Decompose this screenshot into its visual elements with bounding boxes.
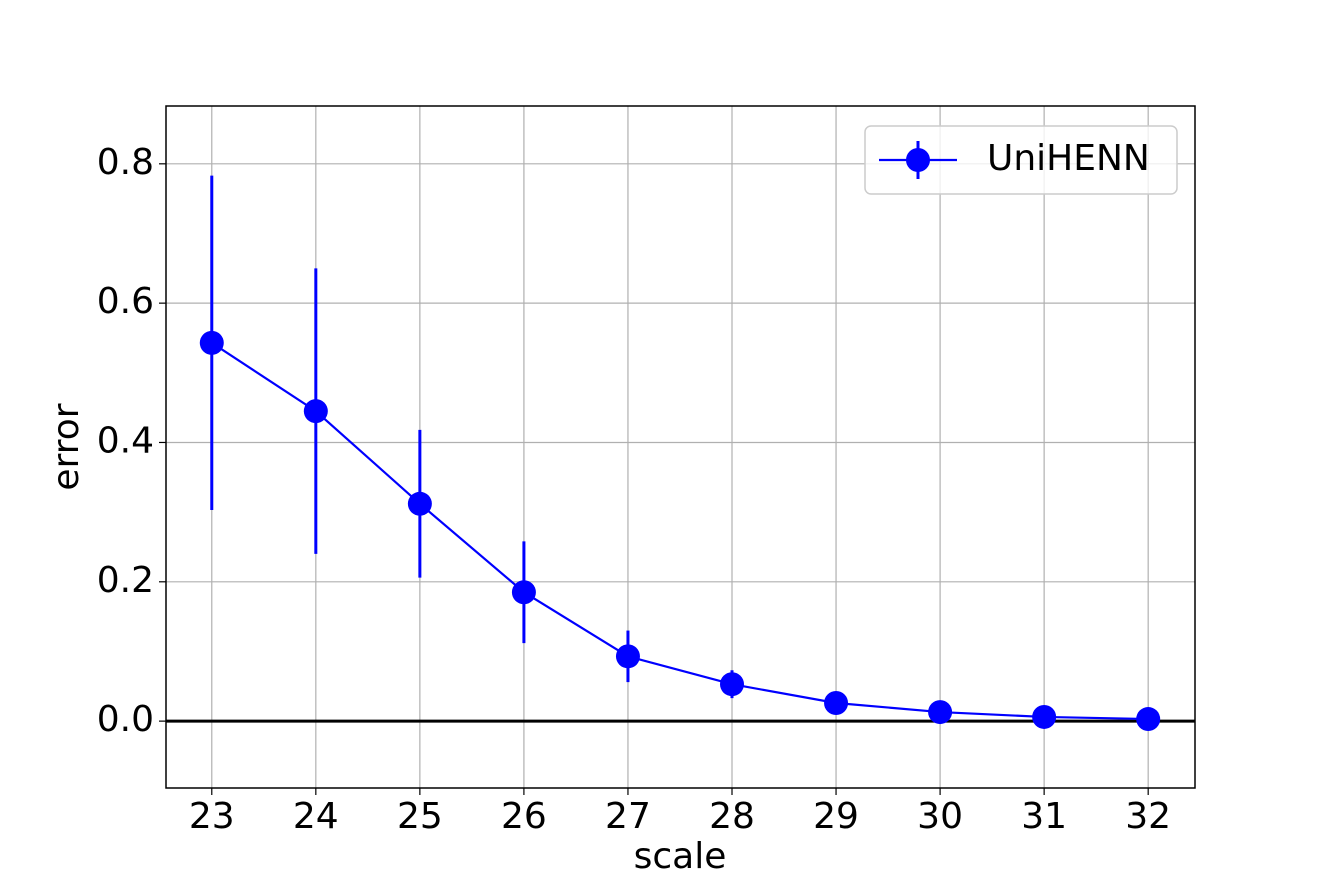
data-point — [928, 700, 953, 725]
data-point — [303, 399, 328, 424]
y-tick-label: 0.0 — [97, 699, 154, 740]
y-axis-label: error — [46, 403, 87, 490]
series-line — [211, 341, 1149, 721]
legend-marker — [906, 148, 930, 172]
y-tick-label: 0.2 — [97, 560, 154, 601]
legend: UniHENN — [864, 125, 1178, 195]
x-tick-label: 23 — [189, 796, 235, 837]
x-tick-label: 28 — [709, 796, 755, 837]
x-axis-label: scale — [634, 836, 727, 877]
x-tick-label: 30 — [917, 796, 963, 837]
data-point — [407, 491, 432, 516]
data-point — [199, 330, 224, 355]
data-point — [720, 672, 745, 697]
legend-label: UniHENN — [987, 138, 1150, 179]
x-tick-label: 27 — [605, 796, 651, 837]
data-point — [511, 580, 536, 605]
x-tick-label: 29 — [813, 796, 859, 837]
data-point — [1032, 704, 1057, 729]
data-point — [824, 691, 849, 716]
x-tick-label: 26 — [501, 796, 547, 837]
legend-box — [864, 125, 1178, 195]
plot-frame — [165, 105, 1196, 789]
y-tick-label: 0.6 — [97, 281, 154, 322]
x-tick-label: 25 — [397, 796, 443, 837]
y-tick-label: 0.4 — [97, 420, 154, 461]
x-tick-label: 24 — [293, 796, 339, 837]
x-tick-label: 31 — [1021, 796, 1067, 837]
x-tick-label: 32 — [1125, 796, 1171, 837]
data-point — [1136, 707, 1161, 732]
y-tick-label: 0.8 — [97, 142, 154, 183]
data-point — [615, 644, 640, 669]
